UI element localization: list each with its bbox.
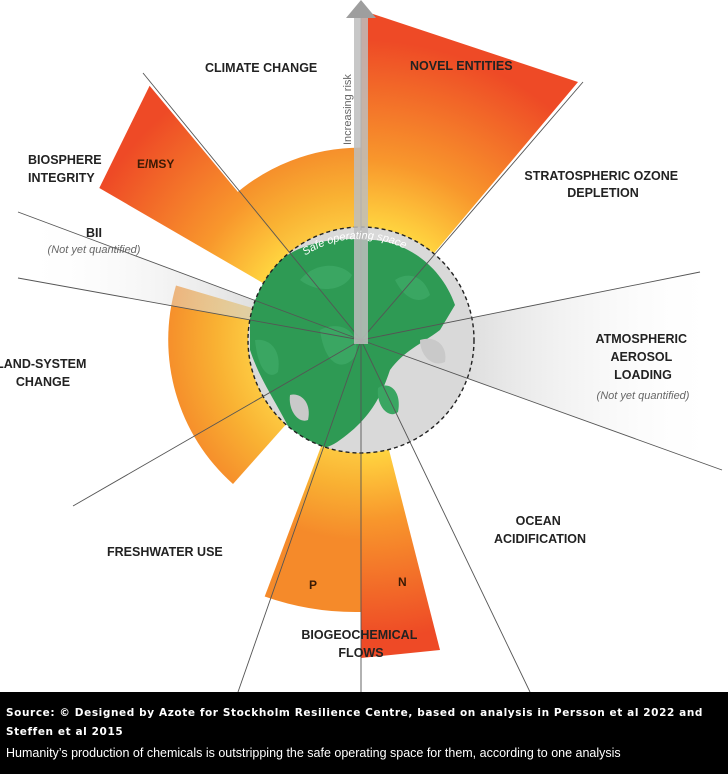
atmospheric-aerosol-label: ATMOSPHERIC AEROSOL LOADING — [596, 332, 691, 382]
bii-label: BII — [86, 226, 102, 240]
biosphere-integrity-label: BIOSPHERE INTEGRITY — [28, 153, 105, 185]
bii-not-quantified-label: (Not yet quantified) — [48, 244, 141, 256]
source-credit: Source: © Designed by Azote for Stockhol… — [6, 707, 704, 738]
caption-bar: Source: © Designed by Azote for Stockhol… — [0, 692, 728, 774]
freshwater-use-label: FRESHWATER USE — [107, 545, 223, 559]
land-system-change-label: LAND-SYSTEM CHANGE — [0, 357, 90, 389]
aerosol-not-quantified-label: (Not yet quantified) — [597, 390, 690, 402]
nitrogen-label: N — [398, 575, 407, 589]
planetary-boundaries-diagram: Increasing risk Safe operating space CLI… — [0, 0, 723, 692]
biogeochemical-flows-label: BIOGEOCHEMICAL FLOWS — [301, 628, 420, 660]
ocean-acidification-label: OCEAN ACIDIFICATION — [494, 514, 586, 546]
stratospheric-ozone-label: STRATOSPHERIC OZONE DEPLETION — [524, 169, 681, 200]
increasing-risk-arrow: Increasing risk — [342, 0, 376, 344]
boundary-rays — [17, 8, 723, 692]
increasing-risk-label: Increasing risk — [342, 74, 354, 145]
phosphorus-label: P — [309, 578, 317, 592]
novel-entities-label: NOVEL ENTITIES — [410, 59, 513, 73]
caption-headline: Humanity’s production of chemicals is ou… — [6, 746, 621, 760]
climate-change-label: CLIMATE CHANGE — [205, 61, 317, 75]
emsy-label: E/MSY — [137, 157, 174, 171]
aerosol-unquantified-wedge — [361, 272, 722, 470]
